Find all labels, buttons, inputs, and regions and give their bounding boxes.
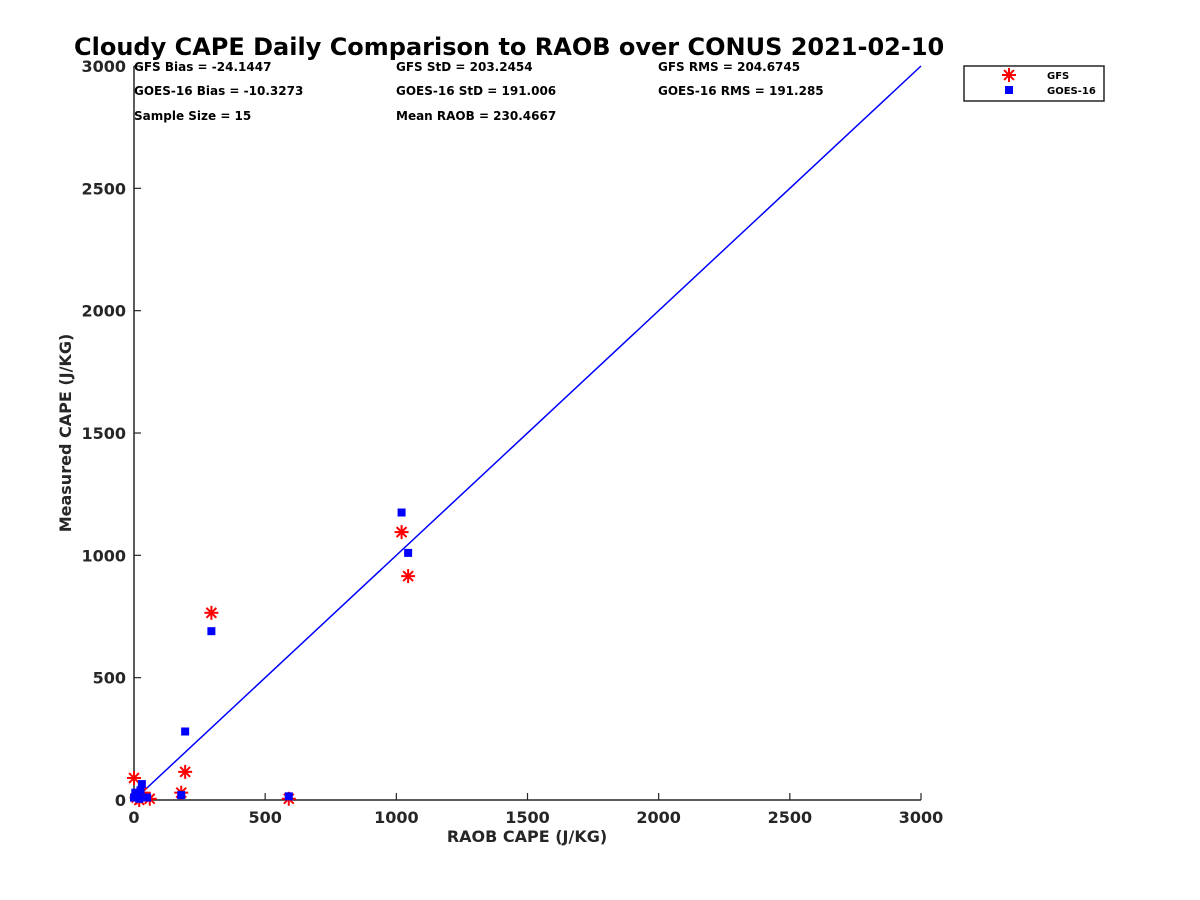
y-tick-label: 1000 (81, 546, 126, 565)
stat-gfs-bias: GFS Bias = -24.1447 (134, 60, 271, 74)
x-tick-labels: 0 500 1000 1500 2000 2500 3000 (128, 793, 943, 827)
y-tick-labels: 0 500 1000 1500 2000 2500 3000 (81, 57, 141, 810)
stat-mean-raob: Mean RAOB = 230.4667 (396, 109, 556, 123)
legend-box (963, 65, 1105, 102)
one-to-one-line (133, 65, 922, 801)
gfs-point (204, 605, 219, 620)
stat-gfs-std: GFS StD = 203.2454 (396, 60, 533, 74)
goes16-point (397, 508, 406, 517)
goes16-point (136, 786, 145, 795)
y-tick-label: 0 (115, 791, 126, 810)
y-tick-label: 2500 (81, 179, 126, 198)
data-points (127, 508, 416, 807)
x-tick-label: 2500 (768, 808, 813, 827)
y-tick-label: 1500 (81, 424, 126, 443)
goes16-point (207, 627, 216, 636)
x-tick-label: 500 (248, 808, 281, 827)
legend-label-goes: GOES-16 (1047, 86, 1096, 97)
x-tick-label: 2000 (636, 808, 681, 827)
goes16-point (181, 727, 190, 736)
goes16-point (177, 791, 186, 800)
legend-gfs-asterisk (1002, 68, 1016, 82)
x-axis-label: RAOB CAPE (J/KG) (447, 827, 607, 846)
y-tick-label: 2000 (81, 302, 126, 321)
legend-label-gfs: GFS (1047, 71, 1069, 82)
gfs-point (127, 770, 141, 785)
y-tick-label: 3000 (81, 57, 126, 76)
stat-sample-size: Sample Size = 15 (134, 109, 251, 123)
gfs-point (401, 569, 416, 584)
stat-goes-std: GOES-16 StD = 191.006 (396, 84, 556, 98)
legend-goes-square-icon (1005, 86, 1013, 94)
goes16-point (284, 792, 293, 801)
stats-block: GFS Bias = -24.1447 GOES-16 Bias = -10.3… (134, 60, 824, 123)
x-tick-label: 3000 (899, 808, 944, 827)
x-tick-label: 1000 (374, 808, 419, 827)
gfs-point (178, 764, 193, 779)
x-tick-label: 0 (128, 808, 139, 827)
y-axis-label: Measured CAPE (J/KG) (56, 334, 75, 533)
chart-title: Cloudy CAPE Daily Comparison to RAOB ove… (74, 33, 944, 61)
goes16-point (135, 794, 144, 803)
stat-goes-rms: GOES-16 RMS = 191.285 (658, 84, 824, 98)
stat-gfs-rms: GFS RMS = 204.6745 (658, 60, 800, 74)
y-tick-label: 500 (93, 669, 126, 688)
goes16-point (404, 548, 413, 557)
goes16-point (137, 780, 146, 789)
gfs-point (394, 525, 409, 540)
x-tick-label: 1500 (505, 808, 550, 827)
legend: GFS GOES-16 (963, 65, 1105, 102)
legend-gfs-asterisk-icon (1002, 68, 1016, 82)
goes16-point (143, 793, 152, 802)
stat-goes-bias: GOES-16 Bias = -10.3273 (134, 84, 303, 98)
